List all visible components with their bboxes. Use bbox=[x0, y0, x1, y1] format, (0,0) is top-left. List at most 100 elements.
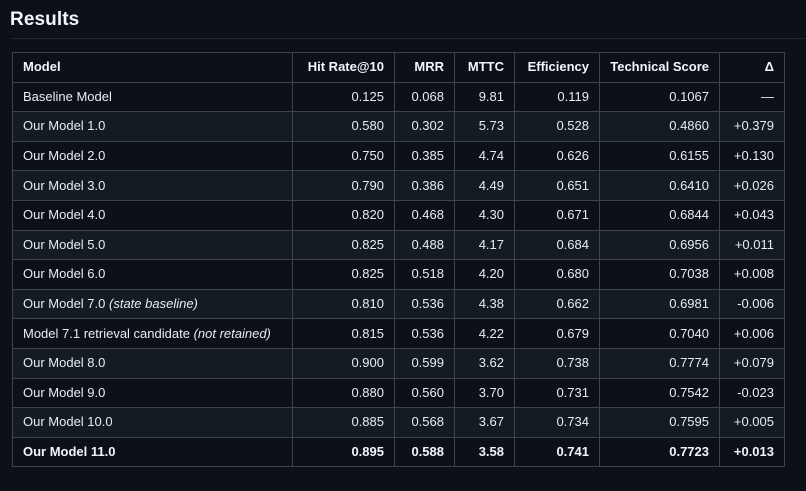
model-name: Our Model 4.0 bbox=[23, 207, 106, 223]
cell-technical-score: 0.6981 bbox=[599, 288, 720, 320]
cell-delta: +0.011 bbox=[719, 229, 785, 261]
cell-mrr: 0.302 bbox=[394, 111, 455, 142]
cell-mrr: 0.599 bbox=[394, 347, 455, 379]
cell-mttc: 3.62 bbox=[454, 347, 515, 379]
cell-model: Our Model 3.0 bbox=[12, 170, 293, 201]
cell-mttc: 4.30 bbox=[454, 199, 515, 231]
cell-model: Our Model 11.0 bbox=[12, 436, 293, 468]
page-title: Results bbox=[10, 9, 80, 30]
cell-technical-score: 0.6844 bbox=[599, 199, 720, 231]
cell-delta: — bbox=[719, 81, 785, 113]
column-header-model: Model bbox=[12, 52, 293, 83]
cell-hit-rate: 0.750 bbox=[292, 140, 395, 172]
cell-delta: +0.026 bbox=[719, 170, 785, 201]
heading-divider bbox=[10, 38, 806, 39]
table-row: Our Model 1.0 0.580 0.302 5.73 0.528 0.4860 +0… bbox=[12, 111, 785, 142]
model-name: Our Model 1.0 bbox=[23, 118, 106, 134]
cell-efficiency: 0.680 bbox=[514, 259, 600, 290]
cell-mttc: 3.58 bbox=[454, 436, 515, 468]
model-note: (not retained) bbox=[193, 325, 271, 341]
cell-model: Baseline Model bbox=[12, 81, 293, 113]
cell-efficiency: 0.119 bbox=[514, 81, 600, 113]
cell-efficiency: 0.731 bbox=[514, 377, 600, 409]
cell-model: Our Model 6.0 bbox=[12, 259, 293, 290]
cell-technical-score: 0.1067 bbox=[599, 81, 720, 113]
results-table: Model Hit Rate@10 MRR MTTC Efficiency Te… bbox=[12, 52, 785, 468]
cell-mttc: 4.17 bbox=[454, 229, 515, 261]
cell-hit-rate: 0.810 bbox=[292, 288, 395, 320]
cell-mrr: 0.385 bbox=[394, 140, 455, 172]
cell-delta: -0.023 bbox=[719, 377, 785, 409]
model-name: Our Model 10.0 bbox=[23, 414, 113, 430]
cell-mrr: 0.468 bbox=[394, 199, 455, 231]
cell-mttc: 4.49 bbox=[454, 170, 515, 201]
table-row: Our Model 2.0 0.750 0.385 4.74 0.626 0.6155 +0… bbox=[12, 140, 785, 172]
cell-technical-score: 0.7542 bbox=[599, 377, 720, 409]
cell-efficiency: 0.734 bbox=[514, 407, 600, 438]
model-name: Baseline Model bbox=[23, 88, 112, 104]
column-header-technical-score: Technical Score bbox=[599, 52, 720, 83]
cell-delta: +0.006 bbox=[719, 318, 785, 349]
column-header-mrr: MRR bbox=[394, 52, 455, 83]
cell-model: Our Model 7.0 (state baseline) bbox=[12, 288, 293, 320]
cell-mrr: 0.068 bbox=[394, 81, 455, 113]
cell-efficiency: 0.626 bbox=[514, 140, 600, 172]
cell-mttc: 3.70 bbox=[454, 377, 515, 409]
column-header-mttc: MTTC bbox=[454, 52, 515, 83]
cell-efficiency: 0.528 bbox=[514, 111, 600, 142]
cell-delta: -0.006 bbox=[719, 288, 785, 320]
cell-model: Model 7.1 retrieval candidate (not retai… bbox=[12, 318, 293, 349]
cell-delta: +0.043 bbox=[719, 199, 785, 231]
cell-delta: +0.079 bbox=[719, 347, 785, 379]
model-name: Our Model 8.0 bbox=[23, 355, 106, 371]
cell-mttc: 4.22 bbox=[454, 318, 515, 349]
cell-model: Our Model 2.0 bbox=[12, 140, 293, 172]
table-row: Our Model 10.0 0.885 0.568 3.67 0.734 0.7595 +… bbox=[12, 407, 785, 438]
cell-mrr: 0.488 bbox=[394, 229, 455, 261]
cell-model: Our Model 1.0 bbox=[12, 111, 293, 142]
cell-efficiency: 0.671 bbox=[514, 199, 600, 231]
cell-technical-score: 0.7774 bbox=[599, 347, 720, 379]
cell-hit-rate: 0.900 bbox=[292, 347, 395, 379]
cell-efficiency: 0.741 bbox=[514, 436, 600, 468]
model-name: Our Model 6.0 bbox=[23, 266, 106, 282]
cell-mttc: 4.38 bbox=[454, 288, 515, 320]
cell-hit-rate: 0.815 bbox=[292, 318, 395, 349]
cell-mttc: 4.74 bbox=[454, 140, 515, 172]
cell-hit-rate: 0.820 bbox=[292, 199, 395, 231]
model-name: Our Model 5.0 bbox=[23, 236, 106, 252]
cell-delta: +0.005 bbox=[719, 407, 785, 438]
table-header-row: Model Hit Rate@10 MRR MTTC Efficiency Te… bbox=[12, 52, 785, 83]
cell-mttc: 3.67 bbox=[454, 407, 515, 438]
model-name: Our Model 9.0 bbox=[23, 384, 106, 400]
column-header-delta: Δ bbox=[719, 52, 785, 83]
table-row: Our Model 8.0 0.900 0.599 3.62 0.738 0.7774 +0… bbox=[12, 347, 785, 379]
cell-model: Our Model 10.0 bbox=[12, 407, 293, 438]
cell-mrr: 0.560 bbox=[394, 377, 455, 409]
table-row: Our Model 7.0 (state baseline) 0.810 0.536… bbox=[12, 288, 785, 320]
cell-model: Our Model 8.0 bbox=[12, 347, 293, 379]
cell-delta: +0.008 bbox=[719, 259, 785, 290]
table-row: Model 7.1 retrieval candidate (not retai… bbox=[12, 318, 785, 349]
cell-efficiency: 0.738 bbox=[514, 347, 600, 379]
column-header-hit-rate: Hit Rate@10 bbox=[292, 52, 395, 83]
cell-technical-score: 0.6155 bbox=[599, 140, 720, 172]
cell-mrr: 0.568 bbox=[394, 407, 455, 438]
cell-model: Our Model 5.0 bbox=[12, 229, 293, 261]
cell-hit-rate: 0.790 bbox=[292, 170, 395, 201]
cell-technical-score: 0.7038 bbox=[599, 259, 720, 290]
cell-efficiency: 0.679 bbox=[514, 318, 600, 349]
model-name: Our Model 7.0 bbox=[23, 296, 106, 312]
cell-mttc: 9.81 bbox=[454, 81, 515, 113]
cell-model: Our Model 9.0 bbox=[12, 377, 293, 409]
cell-mttc: 5.73 bbox=[454, 111, 515, 142]
table-row: Our Model 3.0 0.790 0.386 4.49 0.651 0.6410 +0… bbox=[12, 170, 785, 201]
cell-mrr: 0.588 bbox=[394, 436, 455, 468]
model-name: Our Model 3.0 bbox=[23, 177, 106, 193]
model-note: (state baseline) bbox=[109, 296, 198, 312]
cell-delta: +0.379 bbox=[719, 111, 785, 142]
cell-hit-rate: 0.885 bbox=[292, 407, 395, 438]
cell-technical-score: 0.7040 bbox=[599, 318, 720, 349]
table-body: Baseline Model 0.125 0.068 9.81 0.119 0.1067—… bbox=[12, 81, 785, 468]
